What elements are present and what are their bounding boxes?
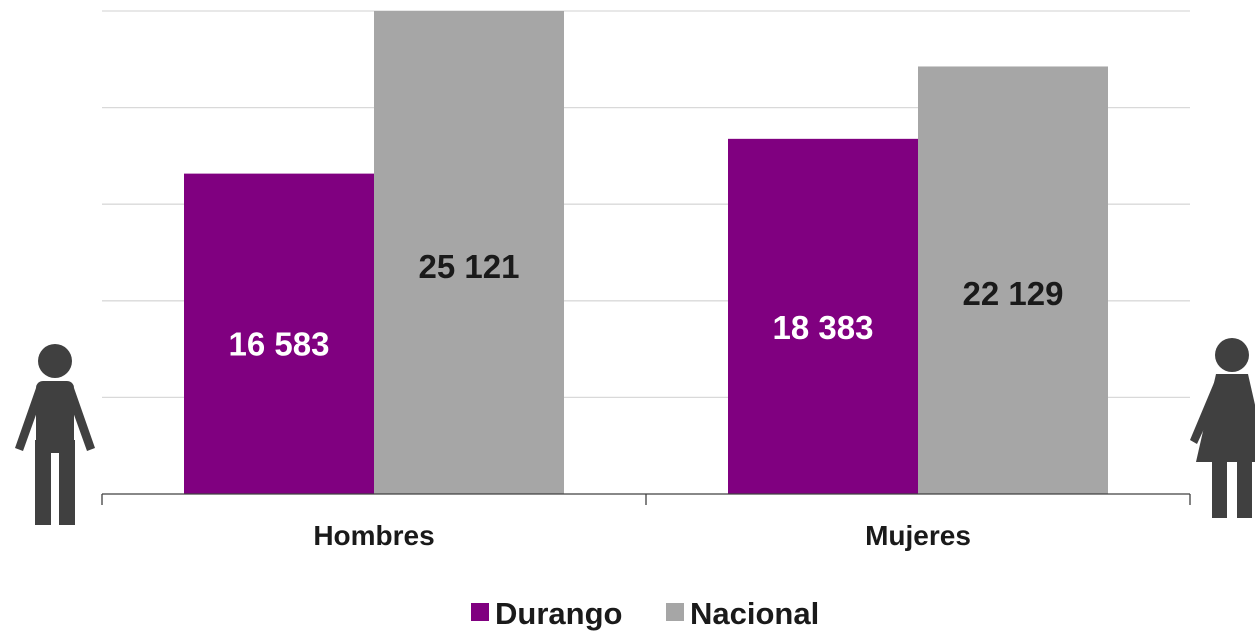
bar-labels: 16 583 25 121 18 383 22 129 xyxy=(229,248,1064,363)
woman-icon xyxy=(1190,338,1255,518)
x-axis xyxy=(101,493,1191,505)
legend: Durango Nacional xyxy=(471,596,819,631)
legend-item-nacional: Nacional xyxy=(666,596,819,631)
bar-nacional-mujeres xyxy=(918,66,1108,495)
category-label-hombres: Hombres xyxy=(313,520,434,551)
legend-label-durango: Durango xyxy=(495,596,622,631)
bar-durango-mujeres xyxy=(728,138,918,494)
man-icon xyxy=(15,344,95,525)
data-label-durango-mujeres: 18 383 xyxy=(773,309,874,346)
legend-label-nacional: Nacional xyxy=(690,596,819,631)
bar-durango-hombres xyxy=(184,173,374,494)
legend-swatch-nacional xyxy=(666,603,684,621)
data-label-durango-hombres: 16 583 xyxy=(229,325,330,362)
data-label-nacional-mujeres: 22 129 xyxy=(963,275,1064,312)
legend-item-durango: Durango xyxy=(471,596,622,631)
category-label-mujeres: Mujeres xyxy=(865,520,971,551)
legend-swatch-durango xyxy=(471,603,489,621)
bar-nacional-hombres xyxy=(374,11,564,494)
bars xyxy=(184,11,1108,495)
category-labels: Hombres Mujeres xyxy=(313,520,971,551)
data-label-nacional-hombres: 25 121 xyxy=(419,248,520,285)
